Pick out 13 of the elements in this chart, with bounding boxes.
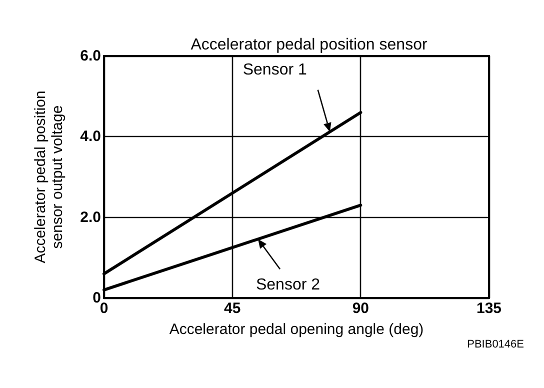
x-tick-label: 90 bbox=[352, 300, 370, 317]
y-tick-label: 4.0 bbox=[80, 128, 101, 146]
text: Sensor 1 bbox=[242, 61, 307, 78]
x-tick-label: 135 bbox=[476, 300, 502, 317]
y-tick-label: 0 bbox=[92, 290, 101, 306]
y-axis-title: Accelerator pedal position sensor output voltage bbox=[32, 90, 66, 264]
chart-title: Accelerator pedal position sensor bbox=[190, 36, 428, 54]
legend-label: Sensor 2 bbox=[256, 276, 320, 294]
text: PBIB0146E bbox=[467, 338, 524, 350]
y-tick-label: 6.0 bbox=[80, 48, 101, 64]
x-axis-title: Accelerator pedal opening angle (deg) bbox=[169, 320, 424, 338]
x-tick-label: 45 bbox=[224, 300, 241, 317]
y-tick-label: 2.0 bbox=[80, 208, 101, 226]
